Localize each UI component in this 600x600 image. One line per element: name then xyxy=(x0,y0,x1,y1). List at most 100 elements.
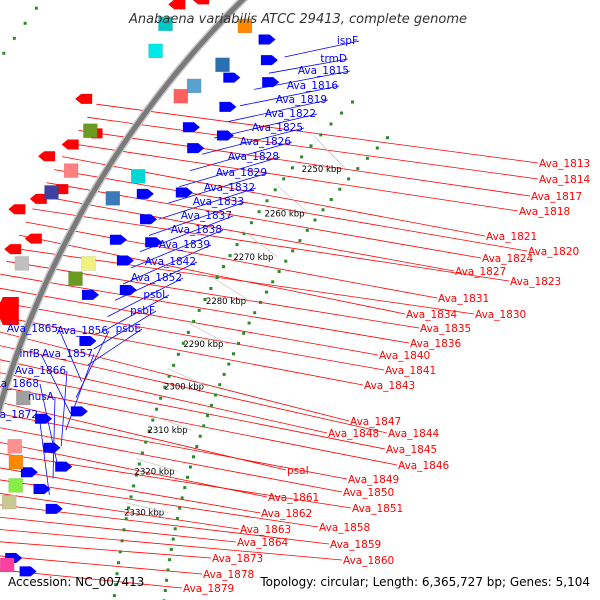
plus-strand-gene xyxy=(19,566,37,577)
plus-gene-label: Ava_1852 xyxy=(131,272,182,284)
minus-gene-label: Ava_1818 xyxy=(519,206,570,218)
minus-strand-gene xyxy=(61,139,79,150)
tick-dot xyxy=(192,319,196,323)
plus-gene-label: Ava_1866 xyxy=(15,365,67,377)
plus-gene-label: Ava_1828 xyxy=(228,151,279,163)
plus-strand-gene xyxy=(136,188,154,199)
tick-dot xyxy=(232,352,235,356)
tick-dot xyxy=(176,352,180,356)
minus-strand-gene xyxy=(38,151,56,162)
tick-dot xyxy=(171,537,175,541)
tick-dot xyxy=(180,496,184,500)
kbp-tick-label: 2280 kbp xyxy=(206,297,246,307)
plus-gene-label: Ava_1872 xyxy=(0,409,38,421)
tick-dot xyxy=(181,341,185,345)
minus-leader-line xyxy=(0,359,328,434)
minus-leader-line xyxy=(70,143,519,212)
plus-leader-line xyxy=(240,85,340,107)
tick-dot xyxy=(386,136,389,140)
tick-dot xyxy=(140,451,144,455)
plus-gene-label: trmD xyxy=(320,53,347,65)
plus-strand-gene xyxy=(140,214,157,225)
minus-gene-label: Ava_1814 xyxy=(539,174,591,186)
tick-dot xyxy=(167,374,171,378)
plus-strand-gene xyxy=(20,467,38,478)
minus-gene-label: Ava_1848 xyxy=(328,428,379,440)
gene-block xyxy=(81,256,96,271)
tick-dot xyxy=(347,177,351,181)
tick-dot xyxy=(124,517,128,521)
plus-strand-gene xyxy=(258,34,276,45)
minus-gene-label: Ava_1878 xyxy=(203,569,254,581)
tick-dot xyxy=(115,572,119,576)
minus-gene-label: Ava_1862 xyxy=(261,508,312,520)
tick-dot xyxy=(218,383,222,387)
plus-strand-gene xyxy=(33,484,51,494)
map-title: Anabaena variabilis ATCC 29413, complete… xyxy=(128,12,467,27)
minus-gene-label: Ava_1845 xyxy=(386,444,437,456)
minus-gene-label: Ava_1863 xyxy=(240,524,291,536)
plus-strand-gene xyxy=(187,143,205,154)
plus-strand-gene xyxy=(223,72,241,83)
backbone xyxy=(0,0,249,421)
minus-leader-line xyxy=(0,372,386,450)
plus-gene-label: infB xyxy=(20,348,40,360)
minus-leader-line xyxy=(0,331,350,422)
kbp-tick-label: 2260 kbp xyxy=(265,209,305,219)
tick-mark xyxy=(212,277,251,302)
tick-dot xyxy=(237,342,240,345)
plus-leader-line xyxy=(87,328,143,366)
tick-dot xyxy=(132,484,136,488)
minus-leader-line xyxy=(0,467,261,514)
plus-leader-line xyxy=(100,294,170,334)
tick-dot xyxy=(247,321,251,325)
kbp-tick-label: 2310 kbp xyxy=(147,426,187,436)
accession-label: Accession: NC_007413 xyxy=(8,575,144,589)
tick-dot xyxy=(2,51,6,55)
plus-strand-gene xyxy=(145,237,163,248)
minus-leader-line xyxy=(96,103,539,164)
tick-dot xyxy=(168,558,172,562)
tick-dot xyxy=(242,331,246,335)
large-minus-gene xyxy=(0,297,19,325)
gene-block xyxy=(158,16,173,32)
minus-gene-label: Ava_1817 xyxy=(531,191,582,203)
minus-leader-line xyxy=(0,516,237,543)
tick-mark xyxy=(125,502,169,513)
tick-dot xyxy=(265,199,269,203)
minus-leader-line xyxy=(0,287,379,356)
plus-strand-gene xyxy=(182,122,200,133)
tick-mark xyxy=(241,229,278,258)
tick-dot xyxy=(298,239,302,243)
tick-dot xyxy=(215,276,219,279)
tick-dot xyxy=(365,156,369,160)
tick-dot xyxy=(222,372,226,376)
tick-mark xyxy=(136,458,179,472)
tick-dot xyxy=(12,36,16,40)
plus-strand-gene xyxy=(216,130,234,141)
tick-dot xyxy=(300,155,304,159)
tick-dot xyxy=(329,122,333,126)
minus-gene-label: Ava_1835 xyxy=(420,323,471,335)
minus-gene-label: Ava_1821 xyxy=(486,231,537,243)
tick-mark xyxy=(314,136,346,170)
tick-dot xyxy=(144,440,148,444)
tick-dot xyxy=(214,393,217,397)
gene-block xyxy=(148,43,163,59)
plus-gene-label: Ava_1822 xyxy=(265,108,316,120)
minus-leader-line xyxy=(32,208,510,282)
tick-dot xyxy=(375,146,379,150)
tick-dot xyxy=(192,455,195,459)
tick-dot xyxy=(197,308,201,312)
plus-leader-line xyxy=(148,201,246,236)
tick-dot xyxy=(114,583,118,587)
minus-leader-line xyxy=(87,116,539,180)
gene-block xyxy=(14,256,30,271)
gene-block xyxy=(44,185,59,200)
tick-dot xyxy=(188,465,192,469)
backbone-line xyxy=(0,0,246,415)
tick-dot xyxy=(198,434,202,438)
minus-gene-label: Ava_1840 xyxy=(379,350,430,362)
plus-leader-line xyxy=(93,310,157,350)
